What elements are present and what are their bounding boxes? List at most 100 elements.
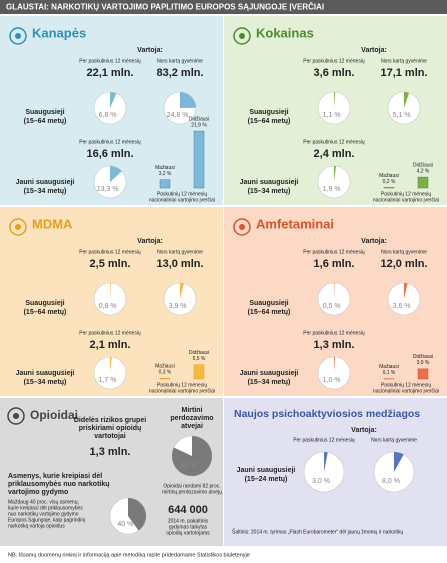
- bar-label: 3,2 %: [159, 171, 172, 177]
- group-label: Jauni suaugusieji: [16, 370, 75, 377]
- caption: Per paskutinius 12 mėnesių: [303, 139, 365, 145]
- pie-slice: [110, 92, 117, 108]
- panel-title: Opioidai: [30, 408, 78, 422]
- bar: [159, 179, 171, 189]
- national-caption: nacionaliniai vartojimo įverčiai: [149, 388, 215, 394]
- pie-label: 13,3 %: [97, 186, 119, 193]
- panel-title: Naujos psichoaktyviosios medžiagos: [234, 408, 420, 420]
- caption: 2014 m. pakaitinis: [168, 518, 209, 524]
- caption: Didelės rizikos grupei: [74, 417, 146, 424]
- body-text: Maždaug 40 proc. visų asmenų,: [8, 499, 79, 505]
- pie-label: 0,5 %: [323, 303, 341, 310]
- pie-slice: [128, 498, 147, 531]
- icon: [233, 218, 251, 236]
- national-caption: Paskutinių 12 mėnesių: [381, 382, 432, 388]
- national-caption: Paskutinių 12 mėnesių: [157, 191, 208, 197]
- pie-slice: [324, 452, 328, 472]
- group-label: (15–34 metų): [24, 379, 67, 386]
- count: 1,3 mln.: [314, 339, 355, 351]
- used-label: Vartoja:: [361, 238, 387, 245]
- note: Opioidai randami 82 proc.: [163, 483, 220, 489]
- icon: [7, 407, 25, 425]
- caption: Nors kartą gyvenime: [381, 58, 427, 64]
- group-label: Jauni suaugusieji: [240, 179, 299, 186]
- group-label: Suaugusieji: [249, 300, 288, 307]
- caption: Per paskutinius 12 mėnesių: [303, 330, 365, 336]
- icon: [239, 33, 245, 39]
- group-label: Jauni suaugusieji: [237, 467, 296, 474]
- bar: [417, 176, 429, 189]
- caption: atvejai: [181, 423, 203, 430]
- bar-caption: Didžiausi: [413, 162, 433, 168]
- body-text: nuo narkotikų vartojimo gydymo: [8, 511, 79, 517]
- caption: Per paskutinius 12 mėnesių: [293, 437, 355, 443]
- caption: Per paskutinius 12 mėnesių: [79, 58, 141, 64]
- count: 2,4 mln.: [314, 148, 355, 160]
- panel-title: Kanapės: [32, 25, 86, 40]
- pie-slice: [110, 166, 122, 182]
- used-label: Vartoja:: [137, 47, 163, 54]
- pie-label: 82 %: [181, 462, 197, 469]
- icon: [233, 27, 251, 45]
- count: 17,1 mln.: [380, 67, 427, 79]
- pie-label: 3,9 %: [169, 303, 187, 310]
- pie-label: 1,9 %: [323, 186, 341, 193]
- header-bar: [0, 0, 447, 14]
- bar-label: 3,9 %: [417, 360, 430, 366]
- caption: priskiriami opioidų: [79, 425, 142, 432]
- caption: priklausomybės nuo narkotikų: [8, 481, 110, 488]
- caption: Asmenys, kurie kreipiasi dėl: [8, 473, 102, 480]
- bar-caption: Mažiausi: [155, 165, 175, 171]
- pie-label: 3,0 %: [312, 478, 330, 485]
- caption: perdozavimo: [170, 415, 213, 422]
- pie-label: 40 %: [117, 521, 133, 528]
- bar: [383, 187, 395, 189]
- caption: Nors kartą gyvenime: [371, 437, 417, 443]
- panel-title: Amfetaminai: [256, 216, 334, 231]
- caption: gydymas taikytas: [169, 524, 208, 530]
- caption: Mirtini: [182, 407, 203, 414]
- group-label: Suaugusieji: [249, 109, 288, 116]
- caption: Nors kartą gyvenime: [381, 249, 427, 255]
- icon: [13, 413, 19, 419]
- caption: Per paskutinius 12 mėnesių: [79, 249, 141, 255]
- used-label: Vartoja:: [137, 238, 163, 245]
- caption: vartojimo gydymo: [8, 489, 68, 496]
- icon: [9, 27, 27, 45]
- group-label: Jauni suaugusieji: [240, 370, 299, 377]
- bar: [417, 368, 429, 380]
- caption: Per paskutinius 12 mėnesių: [79, 139, 141, 145]
- bar: [193, 130, 205, 189]
- group-label: Suaugusieji: [25, 109, 64, 116]
- national-caption: nacionaliniai vartojimo įverčiai: [373, 197, 439, 203]
- bar-caption: Didžiausi: [189, 116, 209, 122]
- pie-slice: [334, 357, 336, 373]
- pie-slice: [394, 452, 404, 472]
- national-caption: nacionaliniai vartojimo įverčiai: [149, 197, 215, 203]
- national-caption: Paskutinių 12 mėnesių: [381, 191, 432, 197]
- group-label: (15–24 metų): [245, 476, 288, 483]
- pie-label: 6,6 %: [99, 112, 117, 119]
- icon: [239, 224, 245, 230]
- pie-slice: [334, 166, 336, 182]
- count: 644 000: [168, 504, 208, 516]
- used-label: Vartoja:: [361, 47, 387, 54]
- used-label: Vartoja:: [351, 427, 377, 434]
- bar-label: 0,2 %: [383, 179, 396, 185]
- pie-label: 24,8 %: [167, 112, 189, 119]
- count: 83,2 mln.: [156, 67, 203, 79]
- group-label: Jauni suaugusieji: [16, 179, 75, 186]
- icon: [15, 224, 21, 230]
- pie-slice: [334, 283, 335, 299]
- pie-slice: [404, 92, 410, 108]
- bar-label: 5,5 %: [193, 356, 206, 362]
- national-caption: nacionaliniai vartojimo įverčiai: [373, 388, 439, 394]
- bar-caption: Mažiausi: [155, 364, 175, 370]
- caption: Nors kartą gyvenime: [157, 58, 203, 64]
- pie-slice: [180, 283, 184, 299]
- caption: Per paskutinius 12 mėnesių: [79, 330, 141, 336]
- count: 22,1 mln.: [86, 67, 133, 79]
- count: 1,6 mln.: [314, 258, 355, 270]
- bar-label: 0,3 %: [159, 370, 172, 376]
